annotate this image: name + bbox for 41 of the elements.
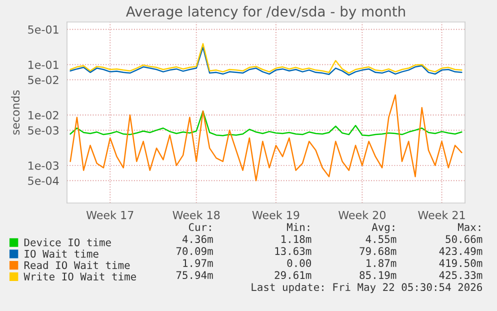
text: 13.63m xyxy=(275,247,312,256)
text: 1.97m xyxy=(183,259,213,268)
y-tick-label: 5e-02 xyxy=(28,76,58,84)
x-tick-label: Week 18 xyxy=(172,210,220,220)
text: 1.87m xyxy=(366,259,396,268)
text: Avg: xyxy=(372,223,394,234)
line-series xyxy=(70,94,462,182)
text: 75.94m xyxy=(176,271,213,280)
text: 419.50m xyxy=(439,259,482,268)
text: 29.61m xyxy=(274,271,312,280)
y-axis-title: seconds xyxy=(11,90,20,135)
text: Min: xyxy=(287,222,310,231)
y-tick-label: 1e-01 xyxy=(28,60,58,69)
y-tick-label: 1e-02 xyxy=(28,111,58,120)
y-tick-label: 5e-03 xyxy=(28,126,58,135)
text: 79.68m xyxy=(360,247,396,256)
x-tick-label: Week 20 xyxy=(338,210,386,220)
text: 50.66m xyxy=(446,235,482,244)
text: 1.18m xyxy=(282,235,312,244)
text: Max: xyxy=(458,223,480,232)
x-tick-label: Week 21 xyxy=(418,210,465,220)
legend-label: Write IO Wait time xyxy=(24,272,136,280)
text: 4.55m xyxy=(366,235,396,244)
text: Cur: xyxy=(188,223,211,232)
chart-title: Average latency for /dev/sda - by month xyxy=(126,6,405,20)
y-tick-label: 5e-04 xyxy=(28,176,59,186)
text: 70.09m xyxy=(176,247,213,256)
y-tick-label: 1e-03 xyxy=(28,161,58,170)
text: Last update: Fri May 22 05:30:54 2026 xyxy=(252,282,482,294)
text: 85.19m xyxy=(360,271,396,280)
x-tick-label: Week 19 xyxy=(252,210,300,220)
legend-label: Device IO time xyxy=(24,238,111,246)
y-tick-label: 5e-01 xyxy=(28,25,58,34)
text: 425.33m xyxy=(439,271,482,280)
legend-label: IO Wait time xyxy=(24,250,98,258)
text: 423.49m xyxy=(439,247,482,256)
text: 0.00 xyxy=(287,259,311,268)
line-series xyxy=(70,110,462,136)
text: 4.36m xyxy=(182,235,213,244)
x-tick-label: Week 17 xyxy=(86,210,134,220)
legend-label: Read IO Wait time xyxy=(24,261,130,270)
